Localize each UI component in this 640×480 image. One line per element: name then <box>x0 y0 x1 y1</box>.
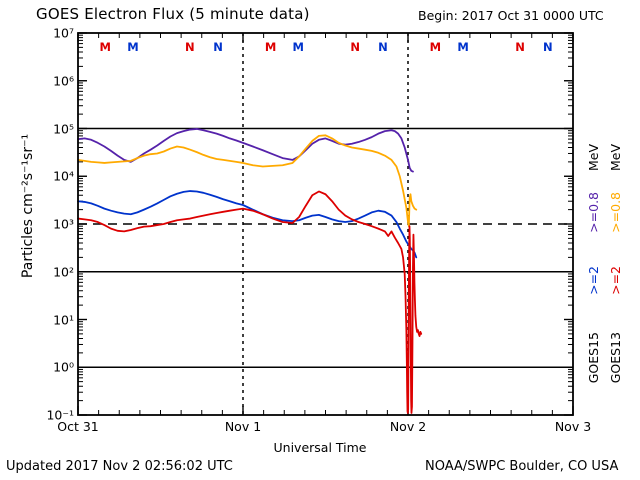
y-tick-label: 10² <box>53 264 74 280</box>
event-marker-n: N <box>185 40 195 54</box>
legend-energy-low: >=2 <box>608 266 623 295</box>
event-marker-m: M <box>429 40 442 54</box>
y-tick-label: 10⁷ <box>53 25 74 41</box>
y-tick-label: 10⁰ <box>53 359 74 375</box>
legend-satellite: GOES15 <box>586 332 601 384</box>
horizontal-gridlines <box>78 127 573 369</box>
x-tick-label: Nov 1 <box>224 419 262 434</box>
legend-goes13: GOES13 >=2 >=0.8 MeV <box>608 140 624 430</box>
y-tick-label: 10⁴ <box>53 168 74 184</box>
y-axis-tick-labels: 10⁻¹ 10⁰ 10¹ 10² 10³ 10⁴ 10⁵ 10⁶ 10⁷ <box>0 0 74 480</box>
event-marker-n: N <box>515 40 525 54</box>
event-marker-n: N <box>542 40 553 54</box>
source-credit: NOAA/SWPC Boulder, CO USA <box>425 459 619 474</box>
x-tick-label: Oct 31 <box>57 419 99 434</box>
event-marker-n: N <box>213 40 223 54</box>
event-marker-m: M <box>99 40 111 54</box>
legend-energy-high: >=0.8 <box>608 192 623 233</box>
legend: GOES15 >=2 >=0.8 MeV GOES13 >=2 >=0.8 MeV <box>586 140 640 430</box>
event-marker-m: M <box>127 40 139 54</box>
legend-satellite: GOES13 <box>608 332 623 384</box>
event-marker-n: N <box>350 40 360 54</box>
begin-timestamp: Begin: 2017 Oct 31 0000 UTC <box>418 8 604 23</box>
x-tick-label: Nov 2 <box>389 419 427 434</box>
plot-frame <box>77 32 574 416</box>
series-line <box>77 128 414 173</box>
legend-energy-high: >=0.8 <box>586 192 601 233</box>
y-tick-label: 10¹ <box>53 312 74 327</box>
legend-unit: MeV <box>586 144 601 172</box>
event-marker-m: M <box>264 40 277 54</box>
event-marker-m: M <box>457 40 469 54</box>
legend-energy-low: >=2 <box>586 266 601 295</box>
x-tick-label: Nov 3 <box>554 419 592 434</box>
updated-timestamp: Updated 2017 Nov 2 02:56:02 UTC <box>6 459 233 474</box>
y-tick-label: 10³ <box>53 216 74 232</box>
y-tick-label: 10⁻¹ <box>46 407 74 423</box>
page-title: GOES Electron Flux (5 minute data) <box>36 5 310 23</box>
event-marker-n: N <box>378 40 388 54</box>
event-marker-m: M <box>292 40 304 54</box>
legend-unit: MeV <box>608 144 623 172</box>
x-axis-label: Universal Time <box>273 440 367 455</box>
y-tick-label: 10⁶ <box>53 73 74 89</box>
y-tick-label: 10⁵ <box>53 121 74 136</box>
series-line <box>77 134 418 228</box>
legend-goes15: GOES15 >=2 >=0.8 MeV <box>586 140 602 430</box>
series-line <box>77 190 423 414</box>
